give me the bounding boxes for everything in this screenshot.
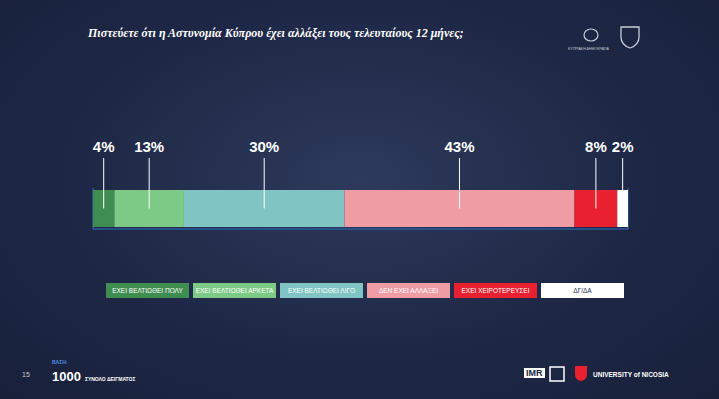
html-text:Πιστεύετε ότι η Αστυνομία Κύπρ: Πιστεύετε ότι η Αστυνομία Κύπρου έχει αλ… — [88, 26, 464, 40]
svg-text:4%: 4% — [93, 138, 115, 155]
html-text:ΕΧΕΙ ΒΕΛΤΙΩΘΕΙ ΛΙΓΟ: ΕΧΕΙ ΒΕΛΤΙΩΘΕΙ ΛΙΓΟ — [287, 287, 356, 294]
html-text:ΔΕΝ ΕΧΕΙ ΑΛΛΑΞΕΙ: ΔΕΝ ΕΧΕΙ ΑΛΛΑΞΕΙ — [378, 287, 439, 294]
html-text:1000: 1000 — [52, 369, 81, 384]
html-text:ΕΧΕΙ ΒΕΛΤΙΩΘΕΙ ΑΡΚΕΤΑ: ΕΧΕΙ ΒΕΛΤΙΩΘΕΙ ΑΡΚΕΤΑ — [195, 287, 274, 294]
html-text:ΚΥΠΡΙΑΚΗ ΔΗΜΟΚΡΑΤΙΑ: ΚΥΠΡΙΑΚΗ ΔΗΜΟΚΡΑΤΙΑ — [568, 47, 609, 51]
html-text:ΣΥΝΟΛΟ ΔΕΙΓΜΑΤΟΣ: ΣΥΝΟΛΟ ΔΕΙΓΜΑΤΟΣ — [84, 376, 136, 382]
html-text:ΕΧΕΙ ΒΕΛΤΙΩΘΕΙ ΠΟΛΥ: ΕΧΕΙ ΒΕΛΤΙΩΘΕΙ ΠΟΛΥ — [112, 287, 183, 294]
html-text:ΕΧΕΙ ΧΕΙΡΟΤΕΡΕΥΣΕΙ: ΕΧΕΙ ΧΕΙΡΟΤΕΡΕΥΣΕΙ — [461, 287, 530, 294]
svg-text:2%: 2% — [612, 138, 634, 155]
html-text:ΒΑΣΗ:: ΒΑΣΗ: — [52, 359, 68, 365]
svg-text:30%: 30% — [249, 138, 279, 155]
html-text:IMR: IMR — [526, 368, 543, 378]
svg-text:8%: 8% — [585, 138, 607, 155]
html-text:ΔΓ/ΔΑ: ΔΓ/ΔΑ — [573, 287, 592, 294]
svg-text:43%: 43% — [444, 138, 474, 155]
html-text:UNIVERSITY of NICOSIA: UNIVERSITY of NICOSIA — [593, 371, 669, 378]
html-text:15: 15 — [22, 371, 30, 378]
svg-text:13%: 13% — [134, 138, 164, 155]
